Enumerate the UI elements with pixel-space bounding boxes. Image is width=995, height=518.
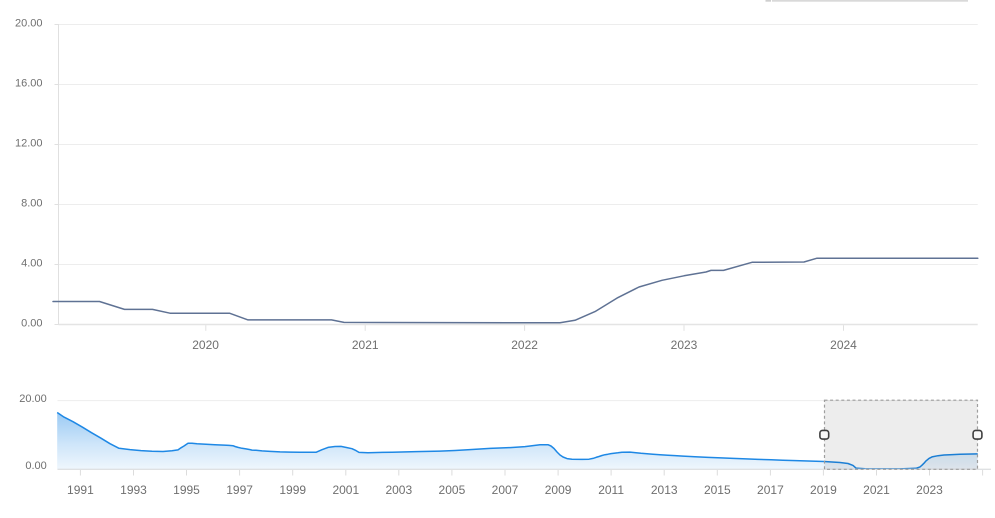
svg-text:12.00: 12.00 xyxy=(15,138,43,150)
svg-text:0.00: 0.00 xyxy=(21,318,42,330)
svg-text:2007: 2007 xyxy=(492,483,519,497)
svg-text:2013: 2013 xyxy=(651,483,678,497)
svg-text:2021: 2021 xyxy=(352,338,379,352)
svg-text:4.00: 4.00 xyxy=(21,258,42,270)
svg-text:0.00: 0.00 xyxy=(25,460,46,472)
svg-text:2023: 2023 xyxy=(671,338,698,352)
svg-text:2011: 2011 xyxy=(598,483,624,497)
svg-text:2022: 2022 xyxy=(511,338,538,352)
svg-text:8.00: 8.00 xyxy=(21,198,42,210)
svg-text:16.00: 16.00 xyxy=(15,78,43,90)
svg-text:1997: 1997 xyxy=(226,483,253,497)
svg-text:20.00: 20.00 xyxy=(15,18,43,30)
svg-text:2017: 2017 xyxy=(757,483,784,497)
svg-text:2005: 2005 xyxy=(439,483,466,497)
svg-text:2021: 2021 xyxy=(863,483,890,497)
svg-text:2003: 2003 xyxy=(385,483,412,497)
svg-text:1993: 1993 xyxy=(120,483,147,497)
svg-text:20.00: 20.00 xyxy=(19,393,47,405)
svg-text:2024: 2024 xyxy=(830,338,857,352)
svg-text:2009: 2009 xyxy=(545,483,572,497)
svg-text:1999: 1999 xyxy=(279,483,306,497)
svg-text:1991: 1991 xyxy=(67,483,94,497)
svg-text:2001: 2001 xyxy=(332,483,359,497)
svg-text:2019: 2019 xyxy=(810,483,837,497)
svg-text:1995: 1995 xyxy=(173,483,200,497)
svg-text:2023: 2023 xyxy=(916,483,943,497)
svg-text:2020: 2020 xyxy=(192,338,219,352)
svg-text:2015: 2015 xyxy=(704,483,731,497)
